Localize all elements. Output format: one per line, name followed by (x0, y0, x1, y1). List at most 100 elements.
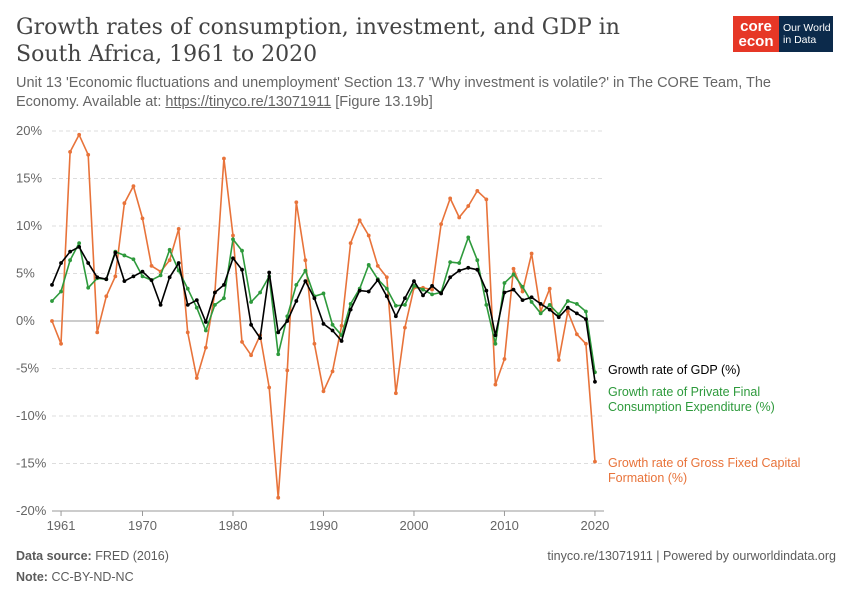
data-point-investment (149, 264, 154, 268)
data-point-gdp (421, 293, 425, 298)
data-point-gdp (393, 314, 398, 319)
data-point-investment (430, 287, 434, 292)
data-point-gdp (86, 261, 91, 265)
data-point-gdp (565, 305, 570, 310)
data-point-consumption (511, 272, 516, 277)
data-point-consumption (502, 281, 507, 285)
data-point-investment (249, 353, 253, 358)
data-point-consumption (185, 286, 190, 291)
data-point-gdp (212, 290, 217, 295)
data-point-gdp (104, 277, 109, 282)
data-point-investment (484, 197, 489, 202)
data-point-gdp (366, 289, 371, 294)
data-point-investment (384, 275, 389, 280)
data-point-investment (113, 274, 118, 279)
data-point-consumption (484, 302, 489, 307)
data-point-investment (448, 196, 453, 201)
data-source: Data source: FRED (2016) (16, 549, 169, 563)
data-point-consumption (294, 283, 299, 287)
logo[interactable]: core econ Our World in Data (733, 16, 833, 52)
series-label-investment: Growth rate of Gross Fixed Capital (608, 456, 800, 470)
data-point-consumption (412, 283, 416, 288)
data-point-consumption (131, 257, 136, 262)
data-point-investment (59, 341, 63, 346)
data-point-investment (511, 266, 516, 271)
data-point-investment (240, 340, 244, 344)
data-point-consumption (520, 284, 525, 289)
subtitle-text: Unit 13 'Economic fluctuations and unemp… (16, 75, 771, 110)
data-point-investment (267, 385, 272, 390)
data-point-gdp (113, 250, 118, 255)
data-point-investment (68, 150, 72, 154)
data-point-investment (375, 264, 380, 268)
series-label-investment: Formation (%) (608, 471, 687, 485)
data-point-investment (131, 184, 136, 189)
data-point-gdp (203, 320, 208, 324)
data-point-investment (167, 258, 172, 263)
data-point-investment (403, 325, 407, 330)
data-point-consumption (50, 299, 54, 303)
data-point-gdp (249, 322, 253, 327)
data-point-consumption (122, 253, 127, 258)
x-tick-label: 2010 (490, 518, 519, 533)
data-point-investment (303, 258, 308, 263)
data-point-investment (321, 389, 326, 394)
data-point-consumption (140, 274, 145, 279)
data-point-consumption (403, 302, 407, 307)
data-point-gdp (484, 288, 489, 293)
data-point-gdp (412, 279, 416, 283)
y-tick-label: -10% (16, 408, 47, 423)
data-point-consumption (86, 285, 91, 290)
data-point-investment (457, 215, 462, 220)
data-point-investment (439, 222, 444, 227)
data-point-investment (556, 358, 561, 362)
chart-title: Growth rates of consumption, investment,… (16, 15, 620, 67)
data-point-gdp (50, 283, 54, 287)
data-point-consumption (466, 235, 471, 240)
data-point-gdp (547, 307, 552, 312)
data-point-consumption (348, 302, 353, 306)
data-point-investment (330, 369, 335, 374)
data-point-gdp (430, 283, 434, 288)
series-line-investment (51, 134, 596, 499)
data-point-investment (466, 204, 471, 208)
data-point-investment (502, 357, 507, 361)
data-point-gdp (194, 298, 199, 302)
x-tick-label: 2000 (400, 518, 429, 533)
data-point-gdp (384, 294, 389, 299)
subtitle-suffix: [Figure 13.19b] (331, 94, 433, 110)
data-point-gdp (357, 288, 362, 293)
data-point-gdp (158, 302, 163, 307)
data-point-consumption (59, 289, 63, 294)
subtitle-link[interactable]: https://tinyco.re/13071911 (165, 94, 332, 110)
data-point-gdp (439, 291, 444, 296)
data-point-gdp (303, 279, 308, 283)
y-tick-label: -15% (16, 456, 47, 471)
data-point-investment (520, 289, 525, 294)
data-point-investment (222, 156, 226, 161)
data-point-gdp (140, 269, 145, 274)
y-tick-label: -5% (16, 361, 40, 376)
data-point-investment (122, 201, 127, 206)
x-tick-label: 1990 (309, 518, 338, 533)
data-point-gdp (330, 328, 335, 333)
data-point-investment (348, 241, 353, 246)
data-point-consumption (194, 305, 199, 310)
data-point-investment (565, 309, 570, 314)
data-point-gdp (95, 275, 100, 280)
data-point-gdp (339, 339, 344, 343)
data-point-consumption (393, 303, 398, 308)
series-label-gdp: Growth rate of GDP (%) (608, 363, 740, 377)
data-point-consumption (203, 328, 208, 333)
data-point-gdp (59, 261, 63, 265)
data-point-investment (366, 233, 371, 238)
data-point-investment (203, 345, 208, 350)
data-point-consumption (457, 261, 462, 265)
footer-credits[interactable]: tinyco.re/13071911 | Powered by ourworld… (547, 549, 836, 563)
data-point-investment (574, 332, 579, 337)
x-tick-label: 1961 (47, 518, 76, 533)
data-point-gdp (475, 267, 480, 272)
data-point-gdp (321, 321, 326, 326)
x-tick-label: 2020 (580, 518, 609, 533)
data-point-gdp (348, 307, 353, 312)
